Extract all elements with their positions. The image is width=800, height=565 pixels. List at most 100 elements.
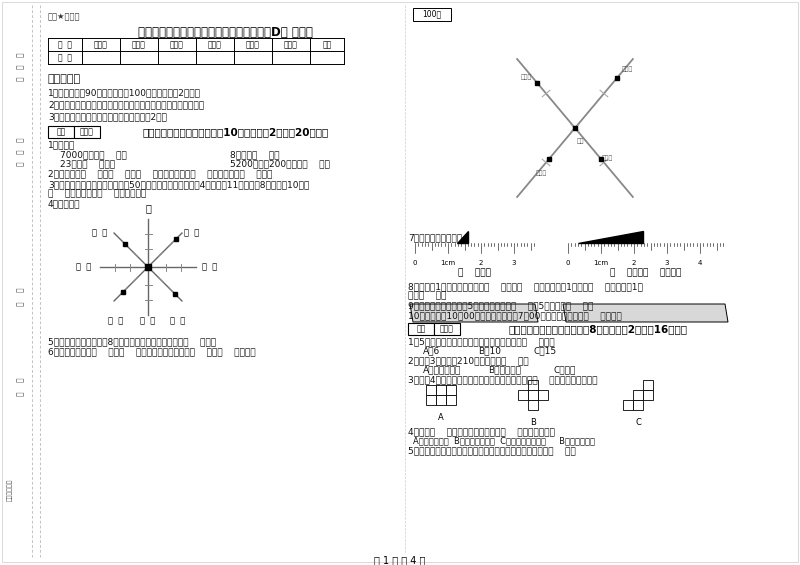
Text: 线: 线 [15,162,25,166]
Text: 1cm: 1cm [441,260,455,266]
Text: C: C [635,418,641,427]
Text: A．6: A．6 [423,346,440,355]
Text: 小朋友: 小朋友 [521,75,532,80]
Bar [528,390,538,400]
Text: 2: 2 [632,260,636,266]
Text: （    ）毫米: （ ）毫米 [458,268,490,277]
Text: 4: 4 [698,260,702,266]
Text: 卷: 卷 [15,64,25,69]
Text: 判断题: 判断题 [170,40,184,49]
Bar [633,390,643,400]
Text: 1cm: 1cm [594,260,609,266]
Text: A．一定，可能  B．可能，不可能  C．不可能，不可能     B．可能，可能: A．一定，可能 B．可能，不可能 C．不可能，不可能 B．可能，可能 [413,436,595,445]
Text: 填空题: 填空题 [94,40,108,49]
Text: （  ）: （ ） [76,263,92,272]
Text: 1．5名同学打乒乓球，每两人打一场，共要打（    ）场。: 1．5名同学打乒乓球，每两人打一场，共要打（ ）场。 [408,337,554,346]
Text: 应用题: 应用题 [284,40,298,49]
Bar [434,323,460,335]
Text: 2．爸爸3小时行了210千米，他是（    ）。: 2．爸爸3小时行了210千米，他是（ ）。 [408,356,529,365]
Text: 班: 班 [15,288,25,292]
Text: A．乘公共汽车: A．乘公共汽车 [423,365,462,374]
Bar [436,395,446,405]
Text: 线: 线 [15,77,25,81]
Text: 5．时针从上一个数字到相邻的下一个数字，经过的时间是（    ）。: 5．时针从上一个数字到相邻的下一个数字，经过的时间是（ ）。 [408,446,576,455]
Text: 3．下列4个图形中，每个小正方形都一样大，那么（    ）图形的周长最长。: 3．下列4个图形中，每个小正方形都一样大，那么（ ）图形的周长最长。 [408,375,598,384]
Text: 0: 0 [566,260,570,266]
Text: 6．小红家在学校（    ）方（    ）米处；小明家在学校（    ）方（    ）米处。: 6．小红家在学校（ ）方（ ）米处；小明家在学校（ ）方（ ）米处。 [48,347,256,356]
Text: 学校: 学校 [576,138,584,144]
Text: 得  分: 得 分 [58,53,72,62]
Text: 3: 3 [512,260,516,266]
Text: （    ）厘米（    ）毫米。: （ ）厘米（ ）毫米。 [610,268,681,277]
Bar [528,380,538,390]
Text: 第 1 页 共 4 页: 第 1 页 共 4 页 [374,555,426,565]
Text: 1．换算。: 1．换算。 [48,140,75,149]
Polygon shape [410,304,538,322]
Text: 3．不要在试卷上乱写乱画，卷面不整洁扣2分。: 3．不要在试卷上乱写乱画，卷面不整洁扣2分。 [48,112,167,121]
Text: 审: 审 [15,53,25,57]
Text: 题  号: 题 号 [58,40,72,49]
Text: 考试须知：: 考试须知： [48,74,81,84]
Text: （  ）: （ ） [92,228,108,237]
Bar [643,390,653,400]
Text: （  ）: （ ） [108,316,124,325]
Text: 格是（    ）。: 格是（ ）。 [408,291,446,300]
Text: C．步行: C．步行 [553,365,575,374]
Text: 订: 订 [15,150,25,154]
Text: 0: 0 [413,260,418,266]
Bar [643,380,653,390]
Bar [426,395,436,405]
Text: 小朋友: 小朋友 [622,67,633,72]
Bar [74,126,100,138]
Bar [623,400,633,410]
Text: 4．明天（    ）会下雨，今天下午我（    ）游遍全世界。: 4．明天（ ）会下雨，今天下午我（ ）游遍全世界。 [408,427,555,436]
Text: 5200千克－200千克＝（    ）吨: 5200千克－200千克＝（ ）吨 [230,159,330,168]
Text: 3．体育老师对第一小组同学进行50米跑测试，成绩如下小红4秒，小圆11秒，小明8秒，小军10秒。: 3．体育老师对第一小组同学进行50米跑测试，成绩如下小红4秒，小圆11秒，小明8… [48,180,310,189]
Text: A: A [438,413,444,422]
Polygon shape [563,304,728,322]
Text: 评卷人: 评卷人 [440,324,454,333]
Text: 7．量出钉子的长度。: 7．量出钉子的长度。 [408,233,462,242]
Text: 选择题: 选择题 [132,40,146,49]
Text: 综合题: 综合题 [246,40,260,49]
Text: （  ）: （ ） [170,316,186,325]
Text: 5．小明从一楼到三楼用8秒，照这样他从一楼到五楼用（    ）秒。: 5．小明从一楼到三楼用8秒，照这样他从一楼到五楼用（ ）秒。 [48,337,216,346]
Text: 2．请首先按要求在试卷的指定位置填写您的姓名、班级、学号。: 2．请首先按要求在试卷的指定位置填写您的姓名、班级、学号。 [48,100,204,109]
Text: 8千克＝（    ）克: 8千克＝（ ）克 [230,150,279,159]
Text: 3: 3 [665,260,670,266]
Polygon shape [457,231,468,243]
Text: 7000千克＝（    ）吨: 7000千克＝（ ）吨 [60,150,126,159]
Text: 10．小样晚上10：00睡觉，第二天早上7：00起床，他一共睡了（    ）小时。: 10．小样晚上10：00睡觉，第二天早上7：00起床，他一共睡了（ ）小时。 [408,311,622,320]
Bar [446,385,456,395]
Text: 学: 学 [15,377,25,383]
Text: 8．分针走1小格，秒针正好走（    ），是（    ）秒。分针走1大格是（    ），时针走1大: 8．分针走1小格，秒针正好走（ ），是（ ）秒。分针走1大格是（ ），时针走1大 [408,282,643,291]
Bar [538,390,548,400]
Text: 4．填一填。: 4．填一填。 [48,199,81,208]
Text: B．10: B．10 [478,346,501,355]
Bar [528,400,538,410]
Bar [408,323,434,335]
Text: B: B [530,418,536,427]
Text: 装: 装 [15,138,25,142]
Text: C．15: C．15 [533,346,556,355]
Text: 小朋友: 小朋友 [602,155,613,161]
Text: 评卷人: 评卷人 [80,127,94,136]
Bar [518,390,528,400]
Bar [48,126,74,138]
Bar [413,8,451,21]
Text: 江苏版三年级数学上学期全真模拟考试试卷D卷 含答案: 江苏版三年级数学上学期全真模拟考试试卷D卷 含答案 [138,26,313,39]
Bar [633,400,643,410]
Text: 校: 校 [15,392,25,396]
Text: 1．考试时间：90分钟，满分为100分（含卷面分2分）。: 1．考试时间：90分钟，满分为100分（含卷面分2分）。 [48,88,201,97]
Text: 2: 2 [479,260,483,266]
Bar [426,385,436,395]
Text: （  ）: （ ） [184,228,200,237]
Text: 9．把一根绳子平均分成5份，每份是它的（    ），5份是它的（    ）。: 9．把一根绳子平均分成5份，每份是它的（ ），5份是它的（ ）。 [408,301,594,310]
Polygon shape [578,231,643,243]
Text: 总分: 总分 [322,40,332,49]
Text: 23吨＝（    ）千克: 23吨＝（ ）千克 [60,159,115,168]
Text: 计算题: 计算题 [208,40,222,49]
Text: 得分: 得分 [416,324,426,333]
Text: 北: 北 [145,203,151,213]
Text: 一、用心思考，正确填空（共10小题，每题2分，共20分）。: 一、用心思考，正确填空（共10小题，每题2分，共20分）。 [142,127,329,137]
